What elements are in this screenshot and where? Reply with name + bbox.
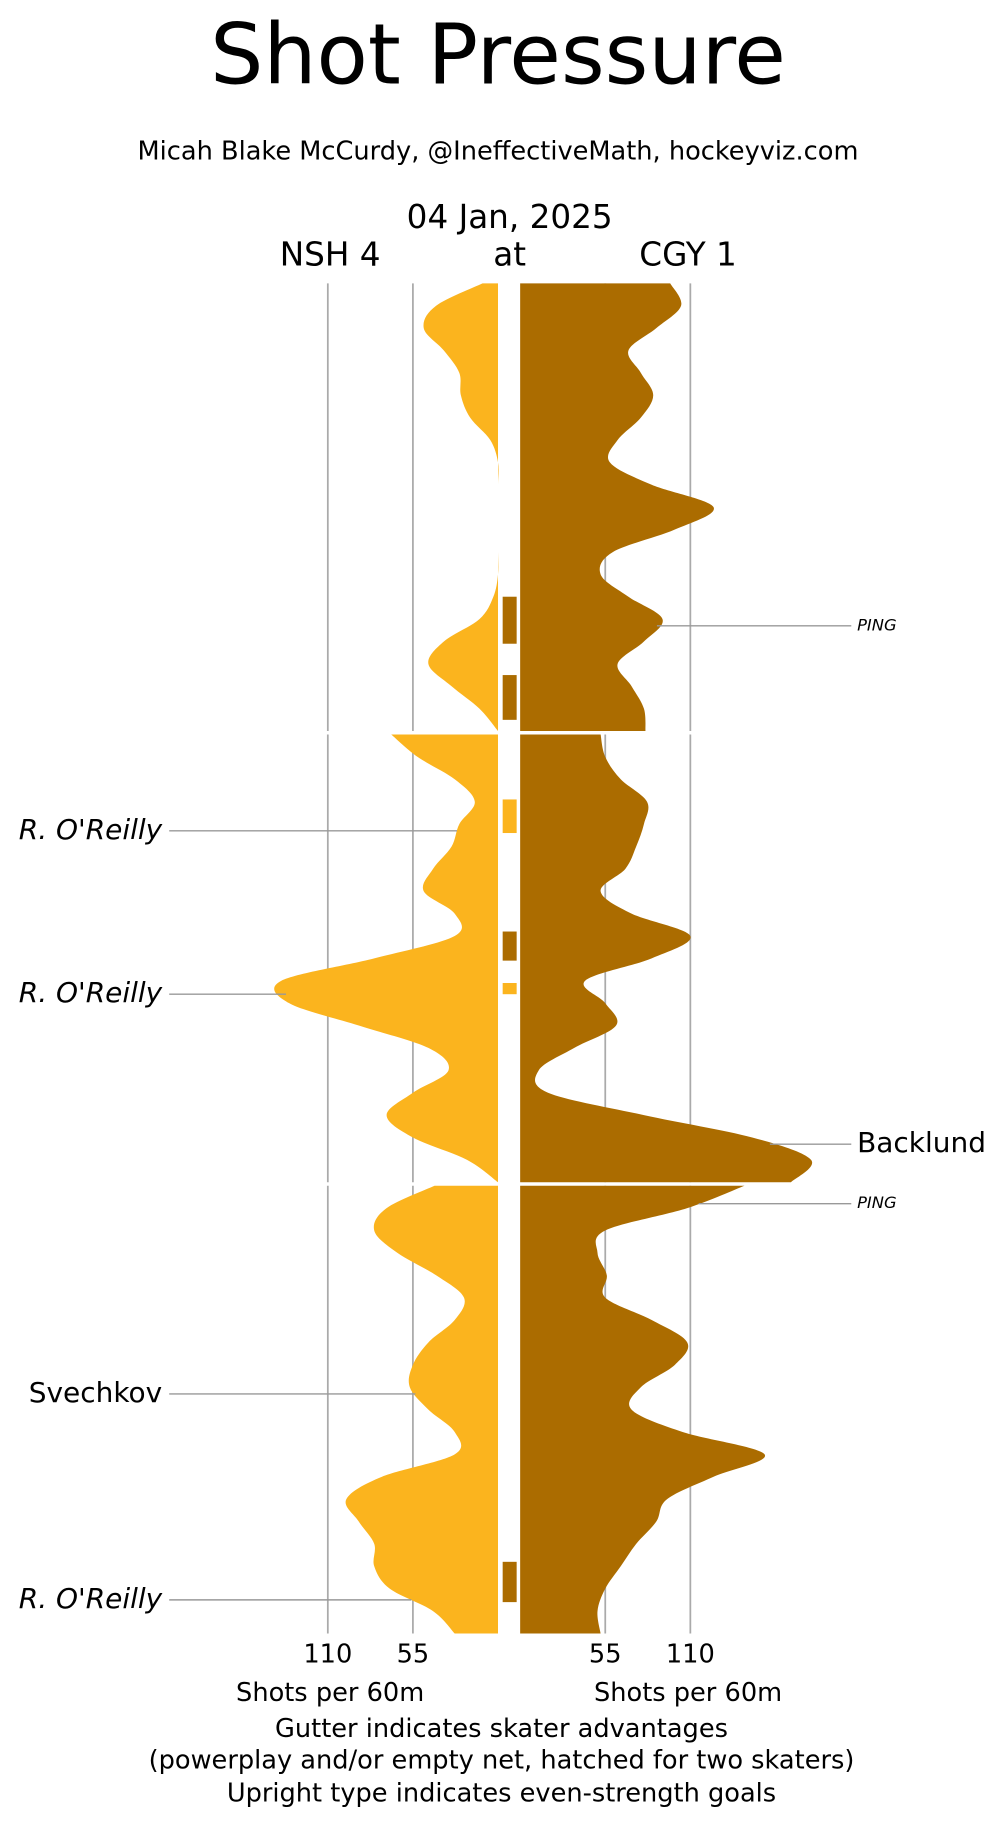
x-axis-label: Shots per 60m	[236, 1678, 424, 1708]
advantage	[502, 596, 517, 644]
note: Upright type indicates even-strength goa…	[227, 1778, 776, 1808]
pressure-area	[345, 1185, 499, 1634]
goal-label: Svechkov	[29, 1376, 162, 1409]
advantage	[502, 931, 517, 961]
x-tick-label: 55	[589, 1640, 622, 1670]
pressure-area	[520, 734, 813, 1183]
x-tick-label: 110	[666, 1640, 715, 1670]
pressure-area	[423, 283, 499, 732]
grid: 55 55 110 110	[303, 283, 715, 1670]
advantage	[502, 1561, 517, 1603]
chart-title: Shot Pressure	[210, 6, 786, 104]
note: (powerplay and/or empty net, hatched for…	[149, 1746, 855, 1776]
x-axis-label: Shots per 60m	[594, 1678, 782, 1708]
areas	[274, 283, 813, 1634]
goal-label: R. O'Reilly	[19, 1582, 163, 1615]
x-tick-label: 110	[303, 1640, 352, 1670]
goal-label: Backlund	[857, 1126, 986, 1159]
advantage	[502, 983, 517, 995]
team-label: CGY 1	[639, 236, 737, 274]
team-label: NSH 4	[280, 236, 381, 274]
game-date: 04 Jan, 2025	[407, 198, 613, 236]
pressure-area	[274, 734, 499, 1183]
goal-label: R. O'Reilly	[19, 976, 163, 1009]
x-tick-label: 55	[397, 1640, 430, 1670]
note: Gutter indicates skater advantages	[275, 1714, 728, 1744]
advantage	[502, 799, 517, 834]
pressure-area	[520, 283, 714, 732]
advantage	[502, 675, 517, 720]
pressure-area	[520, 1185, 766, 1634]
goal-label: PING	[857, 615, 897, 634]
separator: at	[493, 236, 526, 274]
goal-label: R. O'Reilly	[19, 813, 163, 846]
chart-subtitle: Micah Blake McCurdy, @IneffectiveMath, h…	[138, 137, 859, 167]
goal-label: PING	[857, 1193, 897, 1212]
marks: PING R. O'Reilly R. O'Reilly Backlund PING Sv…	[19, 596, 986, 1615]
